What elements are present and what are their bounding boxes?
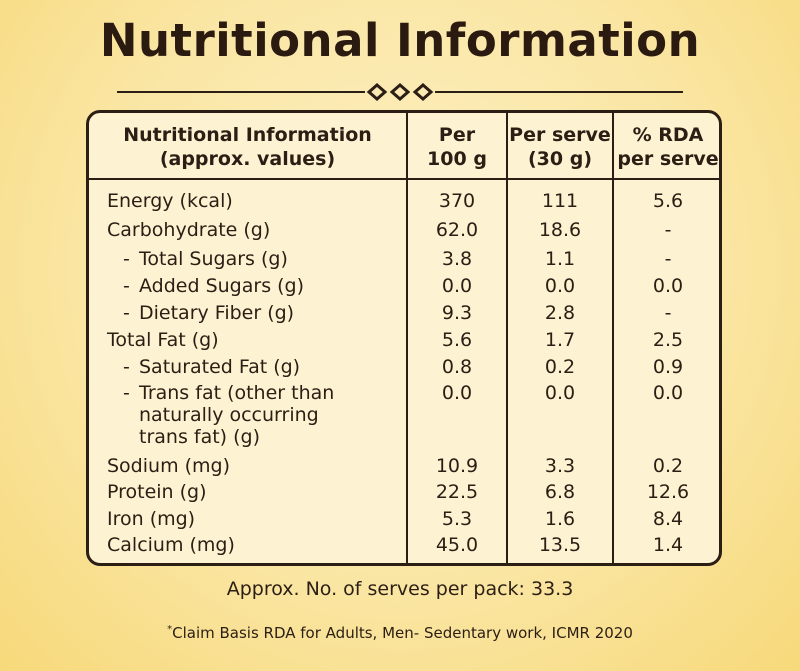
nutrient-name: Carbohydrate (g) [107,219,271,241]
value-rda: - [664,248,672,270]
nutrient-label-line1: Trans fat (other than [139,382,335,404]
header-rda-line2: per serve [617,148,719,170]
value-rda: 0.0 [652,382,684,404]
value-rda: 0.0 [652,275,684,297]
nutrient-name: - Total Sugars (g) [123,248,423,270]
value-per-100g: 370 [438,190,476,212]
header-nutrient: Nutritional Information (approx. values) [89,123,406,171]
value-per-serve: 1.6 [544,508,576,530]
value-per-100g: 0.0 [441,275,473,297]
nutrient-name: - Saturated Fat (g) [123,356,423,378]
nutrient-label: Added Sugars (g) [139,275,305,297]
nutrient-label: Dietary Fiber (g) [139,302,295,324]
header-per-100g: Per 100 g [408,123,506,171]
value-rda: 12.6 [646,481,690,503]
claim-asterisk: * [167,624,173,635]
sub-dash: - [123,382,130,404]
value-per-serve: 1.7 [544,329,576,351]
value-per-100g: 0.8 [441,356,473,378]
value-per-serve: 3.3 [544,455,576,477]
value-per-serve: 18.6 [538,219,582,241]
nutrient-name: Energy (kcal) [107,190,233,212]
nutrition-table: Nutritional Information (approx. values)… [86,110,722,566]
serves-per-pack-note: Approx. No. of serves per pack: 33.3 [226,578,574,600]
value-per-serve: 111 [541,190,579,212]
claim-basis-note: *Claim Basis RDA for Adults, Men- Sedent… [0,624,800,642]
value-per-100g: 5.6 [441,329,473,351]
value-per-100g: 10.9 [435,455,479,477]
sub-dash: - [123,302,130,324]
value-rda: 1.4 [652,534,684,556]
sub-dash: - [123,356,130,378]
header-per-serve-line1: Per serve [509,124,611,146]
value-per-serve: 0.0 [544,382,576,404]
header-nutrient-line1: Nutritional Information [123,124,372,146]
nutrient-label: Saturated Fat (g) [139,356,301,378]
sub-dash: - [123,275,130,297]
claim-text: Claim Basis RDA for Adults, Men- Sedenta… [172,624,633,642]
nutrient-name: - Dietary Fiber (g) [123,302,423,324]
value-rda: 2.5 [652,329,684,351]
header-divider [89,178,719,180]
nutrient-label-line3: trans fat) (g) [139,426,261,448]
nutrient-name: Calcium (mg) [107,534,235,556]
header-rda: % RDA per serve [614,123,719,171]
value-per-serve: 2.8 [544,302,576,324]
value-per-100g: 9.3 [441,302,473,324]
nutrient-name: - Added Sugars (g) [123,275,423,297]
value-rda: - [664,302,672,324]
nutrient-name: Total Fat (g) [107,329,219,351]
value-per-100g: 3.8 [441,248,473,270]
value-rda: 5.6 [652,190,684,212]
value-rda: - [664,219,672,241]
value-rda: 0.2 [652,455,684,477]
header-per-serve: Per serve (30 g) [508,123,612,171]
sub-dash: - [123,248,130,270]
page-title: Nutritional Information [99,14,701,67]
diamond-divider-ornament [117,83,683,101]
header-nutrient-line2: (approx. values) [159,148,336,170]
value-per-serve: 13.5 [538,534,582,556]
nutrient-name: Iron (mg) [107,508,196,530]
value-per-100g: 0.0 [441,382,473,404]
value-per-serve: 1.1 [544,248,576,270]
nutrient-label: Total Sugars (g) [139,248,288,270]
value-per-serve: 0.2 [544,356,576,378]
value-per-100g: 5.3 [441,508,473,530]
header-per-serve-line2: (30 g) [527,148,593,170]
nutrient-name: - Trans fat (other than naturally occurri… [123,382,423,448]
value-per-100g: 22.5 [435,481,479,503]
value-per-serve: 0.0 [544,275,576,297]
column-divider [406,113,408,563]
header-rda-line1: % RDA [632,124,704,146]
nutrient-name: Sodium (mg) [107,455,231,477]
value-per-100g: 45.0 [435,534,479,556]
nutrient-name: Protein (g) [107,481,207,503]
column-divider [612,113,614,563]
header-per-100g-line1: Per [438,124,476,146]
value-per-100g: 62.0 [435,219,479,241]
value-per-serve: 6.8 [544,481,576,503]
column-divider [506,113,508,563]
header-per-100g-line2: 100 g [427,148,487,170]
value-rda: 0.9 [652,356,684,378]
value-rda: 8.4 [652,508,684,530]
nutrient-label-line2: naturally occurring [139,404,319,426]
